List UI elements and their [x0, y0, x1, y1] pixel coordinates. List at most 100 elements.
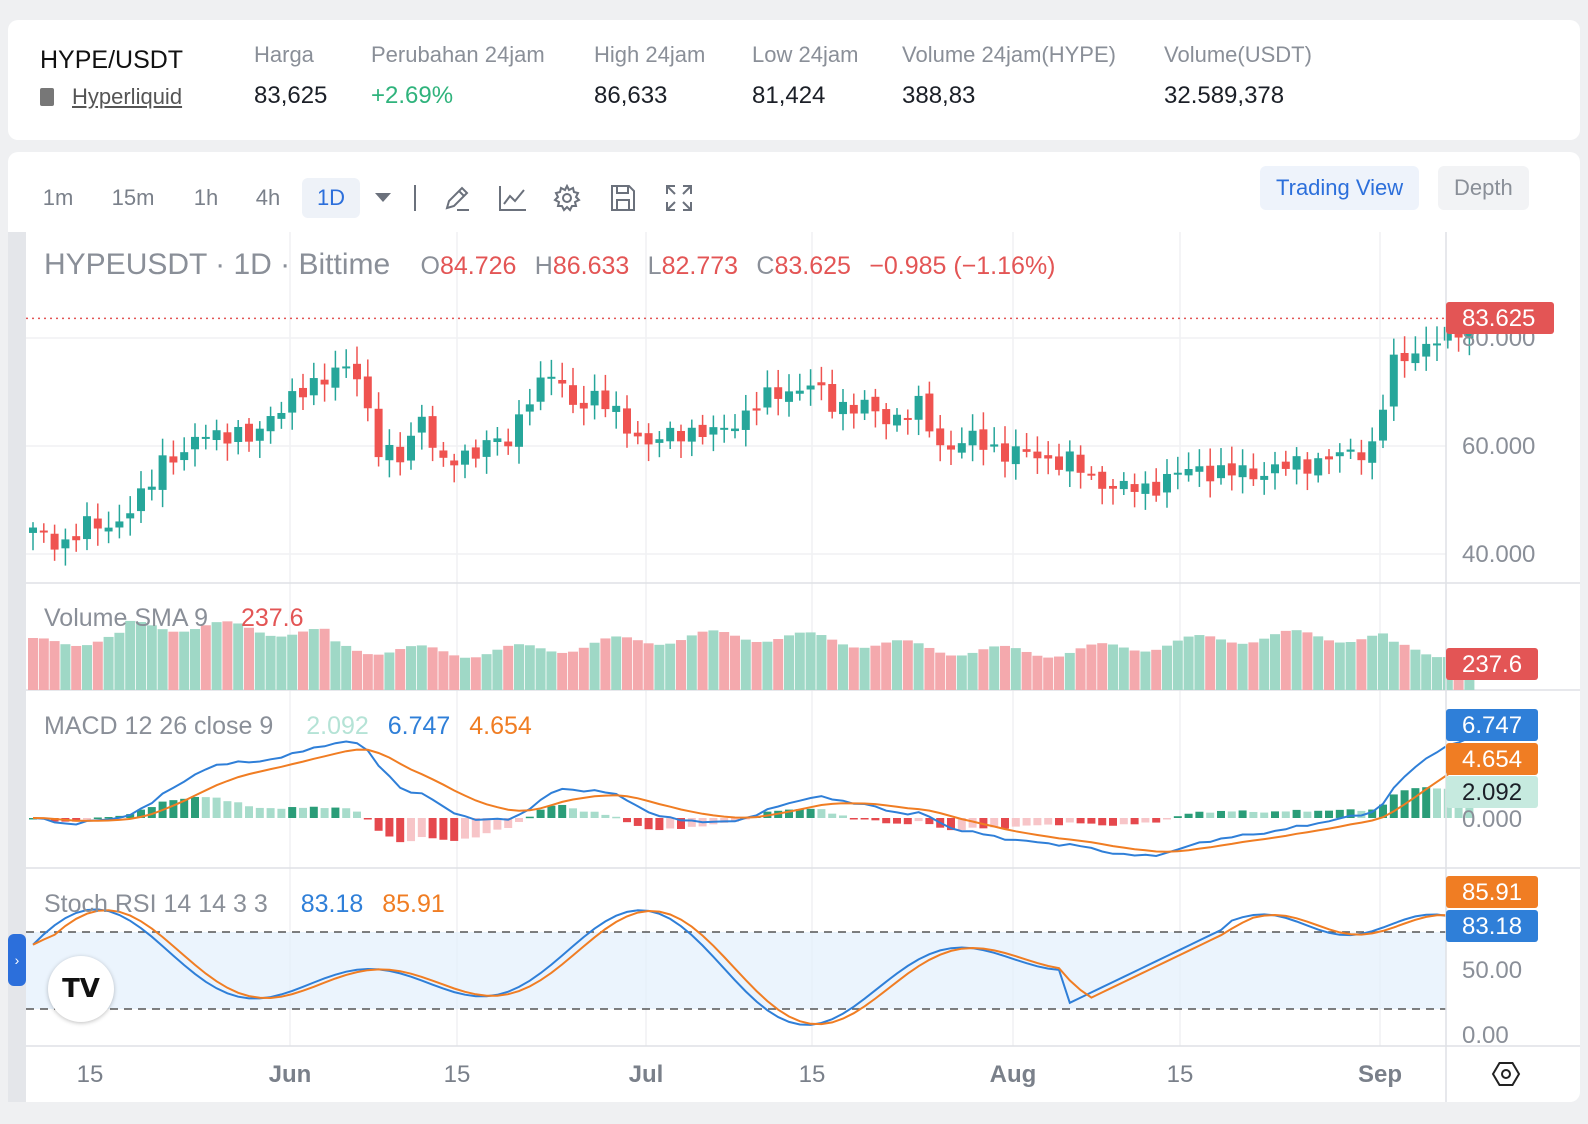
timeframe-1d[interactable]: 1D	[302, 178, 360, 218]
macd-hist-bar	[1249, 811, 1258, 818]
volume-bar	[1194, 635, 1205, 690]
trading-view-button[interactable]: Trading View	[1260, 166, 1420, 210]
macd-hist-bar	[623, 818, 631, 823]
candle	[774, 369, 783, 416]
gear-icon[interactable]	[552, 178, 582, 218]
macd-hist-bar	[601, 814, 610, 818]
timeframe-1m[interactable]: 1m	[42, 185, 74, 210]
chart-settings-icon[interactable]	[1491, 1062, 1521, 1086]
volume-bar	[654, 644, 665, 690]
time-tick-aug: Aug	[990, 1061, 1037, 1088]
macd-hist-bar	[590, 811, 599, 818]
stat-high: High 24jam 86,633	[594, 42, 706, 109]
indicator-icon[interactable]	[498, 178, 528, 218]
candle	[201, 424, 210, 450]
chart-legend: HYPEUSDT · 1D · Bittime O84.726 H86.633 …	[44, 248, 1056, 281]
candle	[428, 405, 437, 462]
candle	[1281, 450, 1290, 476]
time-tick-sep: Sep	[1358, 1061, 1402, 1088]
macd-hist-bar	[1109, 818, 1117, 826]
volume-bar	[92, 641, 103, 690]
volume-bar	[308, 629, 319, 690]
macd-hist-bar	[1098, 818, 1107, 826]
volume-bar	[222, 621, 233, 690]
volume-bar	[1226, 642, 1237, 690]
volume-bar	[1108, 644, 1118, 690]
volume-bar	[1345, 642, 1356, 690]
volume-bar	[1432, 657, 1442, 690]
volume-bar	[902, 640, 913, 690]
candle	[1001, 426, 1009, 478]
candle	[266, 406, 275, 444]
volume-bar	[49, 641, 60, 690]
volume-bar	[103, 636, 114, 690]
macd-hist-bar	[947, 818, 955, 831]
fullscreen-icon[interactable]	[664, 178, 694, 218]
macd-hist-bar	[569, 808, 577, 818]
stat-change: Perubahan 24jam +2.69%	[371, 42, 545, 109]
macd-line	[32, 736, 1470, 858]
candle	[1044, 441, 1053, 475]
volume-bar	[438, 651, 449, 690]
candle	[569, 367, 577, 414]
candle	[504, 428, 513, 455]
volume-bar	[1032, 655, 1043, 690]
volume-bar	[341, 645, 352, 690]
last-price-label: 83.625	[1462, 305, 1535, 332]
macd-hist-bar	[882, 818, 891, 824]
volume-bar	[1388, 641, 1399, 690]
candle	[331, 350, 340, 401]
volume-bar	[114, 632, 125, 690]
macd-hist-bar	[828, 813, 837, 818]
volume-bar	[190, 629, 200, 690]
dropdown-caret-icon[interactable]	[368, 178, 398, 218]
candle	[320, 363, 329, 402]
macd-hist-bar	[1184, 813, 1193, 818]
time-tick-jul: Jul	[629, 1061, 664, 1088]
volume-bar	[622, 637, 632, 690]
stoch-legend-d: 85.91	[382, 890, 445, 918]
stoch-d-line	[32, 909, 1470, 1026]
candles[interactable]	[29, 303, 1474, 566]
candle	[687, 419, 696, 457]
volume-bar	[1162, 645, 1172, 690]
collapse-sidebar-button[interactable]: ›	[8, 934, 26, 986]
timeframe-4h[interactable]: 4h	[255, 185, 281, 210]
candle	[50, 524, 59, 561]
candle	[893, 408, 901, 432]
candle	[104, 511, 113, 544]
macd-hist-bar	[180, 798, 189, 818]
timeframe-1h[interactable]: 1h	[193, 185, 219, 210]
candle	[83, 502, 91, 551]
macd-hist-bar	[504, 818, 513, 828]
pencil-icon[interactable]	[442, 178, 472, 218]
timeframe-15m[interactable]: 15m	[111, 185, 155, 210]
stoch-k-tag	[1446, 910, 1538, 942]
volume-bar	[1010, 648, 1021, 690]
candle	[1271, 451, 1279, 490]
volume-bar	[1410, 649, 1421, 690]
macd-hist-bar	[363, 818, 372, 820]
volume-bar	[233, 623, 244, 690]
candle	[29, 522, 37, 551]
volume-bar	[514, 644, 524, 690]
depth-button[interactable]: Depth	[1438, 166, 1529, 210]
volume-bar	[1313, 636, 1324, 690]
exchange-link[interactable]: Hyperliquid	[40, 84, 182, 110]
candle	[1335, 443, 1344, 473]
stoch-d-tag-label: 85.91	[1462, 879, 1522, 906]
volume-bar	[989, 646, 1000, 690]
volume-bar	[1086, 644, 1097, 690]
pair-title: HYPE/USDT	[40, 46, 184, 74]
stoch-tick-0: 0.00	[1462, 1022, 1509, 1049]
save-icon[interactable]	[608, 178, 638, 218]
candle	[374, 392, 383, 467]
volume-bar	[1205, 636, 1216, 690]
macd-legend-macd: 6.747	[388, 712, 451, 740]
volume-bar	[740, 639, 751, 690]
macd-hist-bar	[1044, 818, 1053, 825]
candle	[450, 453, 459, 483]
volume-bar	[82, 645, 92, 690]
candle	[126, 496, 135, 536]
